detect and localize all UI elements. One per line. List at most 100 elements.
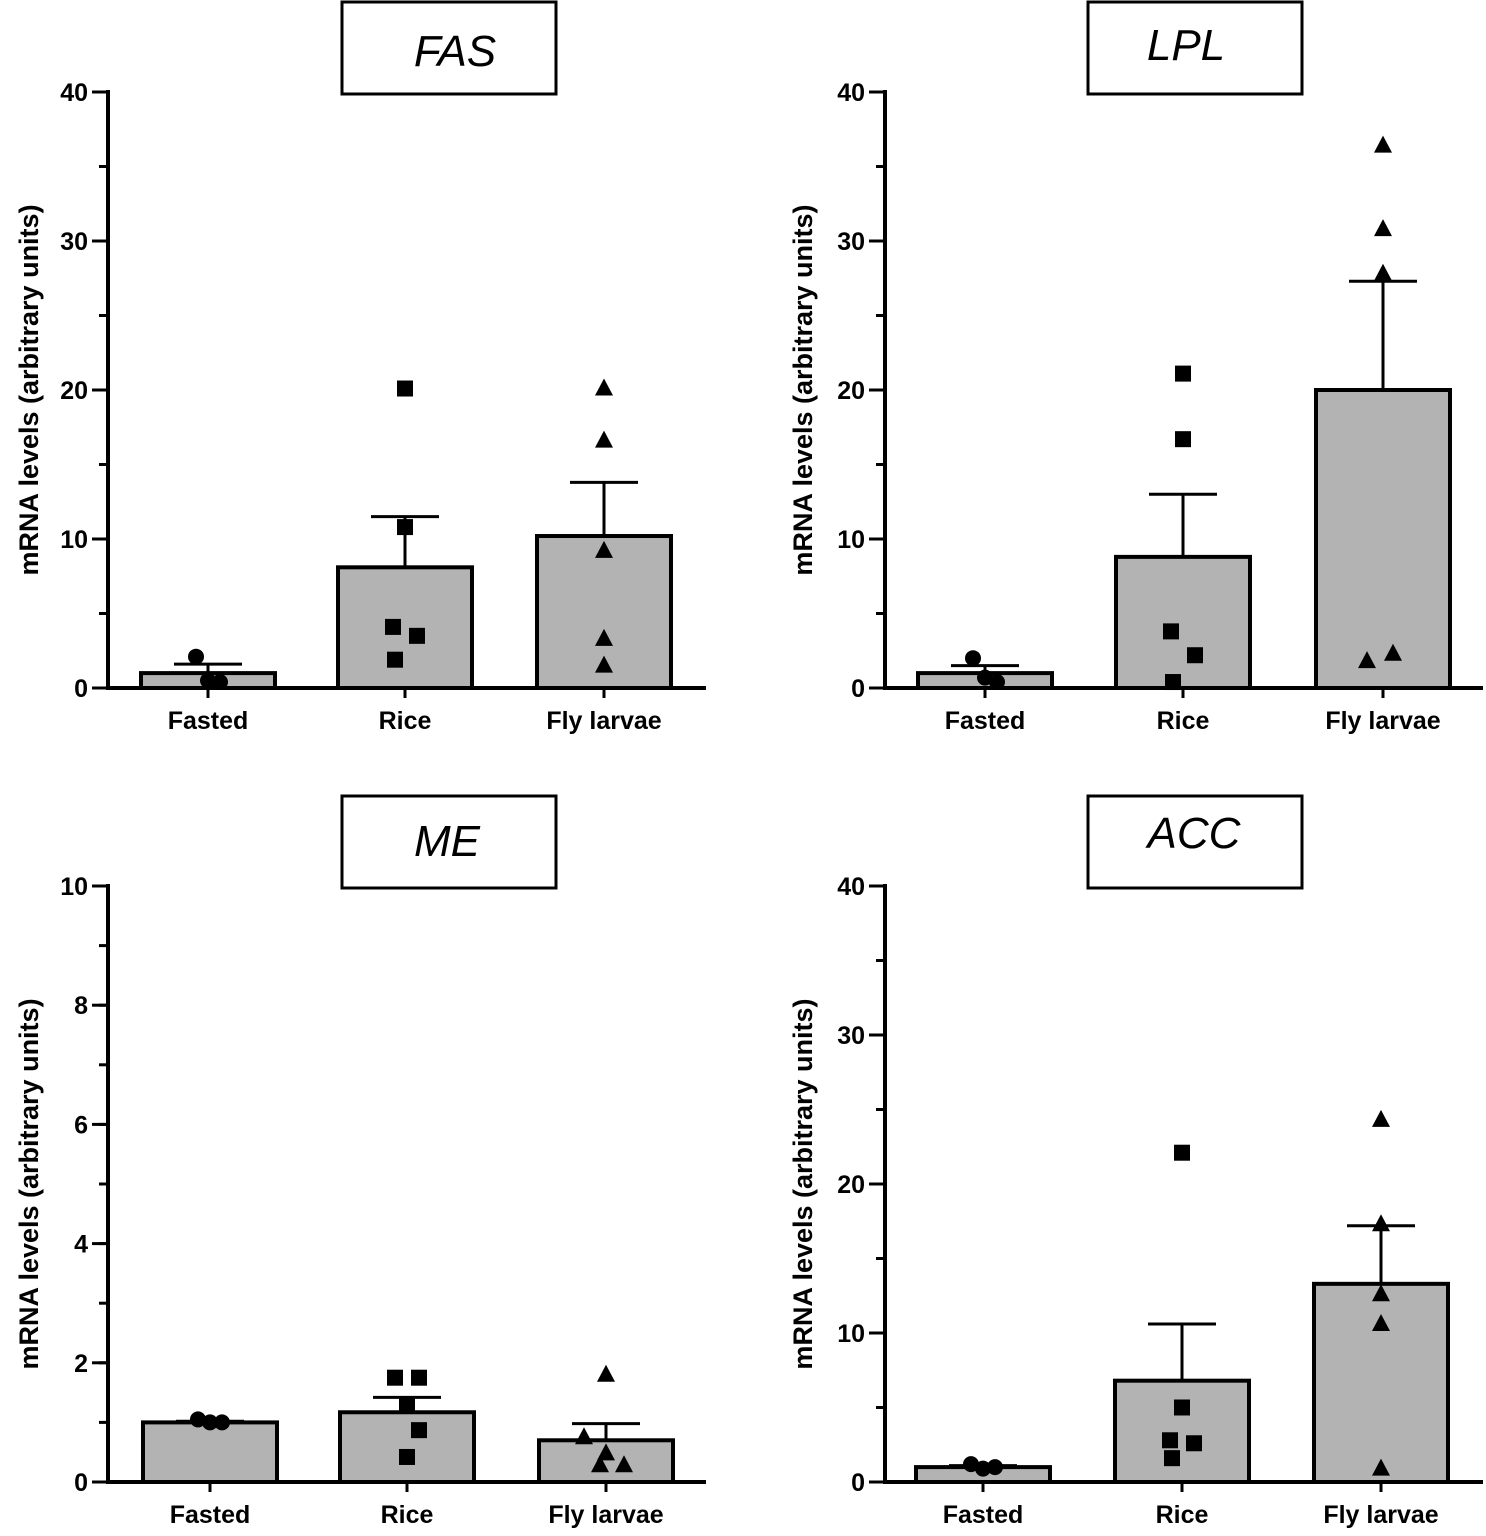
data-point-circle xyxy=(202,1414,218,1431)
chart-title: FAS xyxy=(414,27,496,76)
data-point-triangle xyxy=(1372,1284,1390,1302)
x-category-label: Fly larvae xyxy=(1325,707,1440,735)
data-point-square xyxy=(387,651,403,668)
data-point-square xyxy=(387,1369,403,1386)
data-point-triangle xyxy=(1374,135,1392,153)
data-point-square xyxy=(1174,1144,1190,1161)
data-point-triangle xyxy=(595,430,613,448)
y-tick-label: 10 xyxy=(837,526,865,554)
data-point-circle xyxy=(975,1460,991,1477)
data-point-square xyxy=(399,1396,415,1413)
y-axis-label: mRNA levels (arbitrary units) xyxy=(788,204,818,575)
bar-rice xyxy=(1113,1378,1251,1485)
data-point-triangle xyxy=(1372,1214,1390,1232)
y-tick-label: 20 xyxy=(837,377,865,405)
data-point-square xyxy=(1187,647,1203,664)
x-category-label: Rice xyxy=(1157,707,1210,735)
data-point-square xyxy=(399,1448,415,1465)
y-tick-label: 10 xyxy=(837,1320,865,1348)
data-point-circle xyxy=(214,1414,230,1431)
x-category-label: Rice xyxy=(1156,1501,1209,1529)
y-tick-label: 10 xyxy=(60,526,88,554)
chart-title-box xyxy=(1086,794,1304,890)
x-category-label: Rice xyxy=(379,707,432,735)
chart-title-box xyxy=(1086,0,1304,96)
data-point-triangle xyxy=(595,628,613,646)
chart-panel-me: ME mRNA levels (arbitrary units) 0 2 4 6 8 10 Fa… xyxy=(14,794,706,1529)
data-point-triangle xyxy=(1372,1458,1390,1476)
data-point-triangle xyxy=(1374,219,1392,237)
x-category-label: Fasted xyxy=(945,707,1026,735)
bar-fly-larvae xyxy=(1312,1281,1450,1484)
y-tick-label: 0 xyxy=(851,1469,865,1497)
x-category-label: Fasted xyxy=(943,1501,1024,1529)
data-point-triangle xyxy=(1372,1314,1390,1332)
data-point-triangle xyxy=(591,1455,609,1473)
y-tick-label: 0 xyxy=(74,675,88,703)
chart-title-box xyxy=(340,0,558,96)
data-point-triangle xyxy=(1358,651,1376,669)
bar-fasted xyxy=(141,1420,279,1485)
data-point-circle xyxy=(963,1456,979,1473)
data-point-triangle xyxy=(597,1443,615,1461)
x-category-label: Fasted xyxy=(170,1501,251,1529)
data-point-square xyxy=(1163,623,1179,640)
y-tick-label: 30 xyxy=(837,228,865,256)
x-category-label: Fly larvae xyxy=(1323,1501,1438,1529)
data-point-triangle xyxy=(597,1364,615,1382)
data-point-triangle xyxy=(595,378,613,396)
chart-panel-lpl: LPL mRNA levels (arbitrary units) 0 10 20 30 4… xyxy=(788,0,1483,735)
y-tick-label: 0 xyxy=(74,1469,88,1497)
data-point-triangle xyxy=(595,540,613,558)
bar-rice xyxy=(338,1410,476,1484)
data-point-square xyxy=(1175,431,1191,448)
data-point-square xyxy=(411,1369,427,1386)
bar-rice xyxy=(1114,554,1252,690)
data-point-triangle xyxy=(1384,643,1402,661)
data-point-triangle xyxy=(1374,263,1392,281)
bar-fly-larvae xyxy=(1314,388,1452,690)
y-axis-label: mRNA levels (arbitrary units) xyxy=(14,204,44,575)
data-point-square xyxy=(1164,1450,1180,1467)
y-tick-label: 4 xyxy=(74,1231,88,1259)
data-point-square xyxy=(1174,1399,1190,1416)
y-axis-label: mRNA levels (arbitrary units) xyxy=(788,998,818,1369)
data-point-square xyxy=(385,618,401,635)
y-tick-label: 6 xyxy=(74,1111,88,1139)
data-point-circle xyxy=(977,669,993,686)
y-tick-label: 20 xyxy=(60,377,88,405)
chart-title-box xyxy=(340,794,558,890)
y-axis-label: mRNA levels (arbitrary units) xyxy=(14,998,44,1369)
y-tick-label: 30 xyxy=(837,1022,865,1050)
data-point-triangle xyxy=(595,655,613,673)
data-point-square xyxy=(1186,1435,1202,1452)
data-point-circle xyxy=(188,648,204,665)
chart-panel-acc: ACC mRNA levels (arbitrary units) 0 10 20 30 4… xyxy=(788,794,1483,1529)
data-point-square xyxy=(397,380,413,397)
bar-rice xyxy=(336,565,474,690)
y-tick-label: 2 xyxy=(74,1350,88,1378)
y-tick-label: 30 xyxy=(60,228,88,256)
x-category-label: Fly larvae xyxy=(548,1501,663,1529)
y-tick-label: 10 xyxy=(60,873,88,901)
x-category-label: Rice xyxy=(381,1501,434,1529)
data-point-circle xyxy=(965,650,981,667)
chart-title: LPL xyxy=(1147,21,1225,70)
chart-title: ME xyxy=(414,817,481,866)
y-tick-label: 0 xyxy=(851,675,865,703)
y-tick-label: 20 xyxy=(837,1171,865,1199)
y-tick-label: 8 xyxy=(74,992,88,1020)
data-point-square xyxy=(1162,1432,1178,1449)
y-tick-label: 40 xyxy=(60,79,88,107)
data-point-square xyxy=(409,627,425,644)
data-point-square xyxy=(1175,365,1191,382)
chart-title: ACC xyxy=(1145,809,1242,858)
y-tick-label: 40 xyxy=(837,79,865,107)
chart-panel-fas: FAS mRNA levels (arbitrary units) 0 10 20 30 4… xyxy=(14,0,706,735)
data-point-triangle xyxy=(1372,1109,1390,1127)
data-point-triangle xyxy=(615,1455,633,1473)
data-point-circle xyxy=(987,1459,1003,1476)
data-point-circle xyxy=(190,1411,206,1428)
data-point-circle xyxy=(200,672,216,689)
